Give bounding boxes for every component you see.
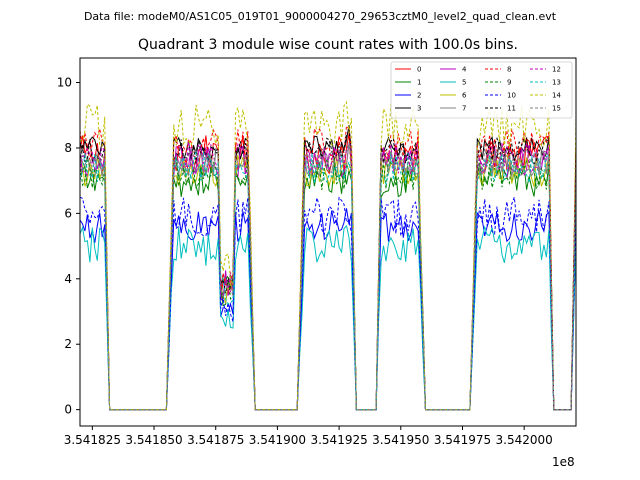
y-tick-label: 0 [64,403,72,417]
series-line-9 [79,157,577,411]
series-layer [79,100,577,411]
legend-label-4: 4 [462,66,467,74]
x-tick-label: 3.541900 [249,433,306,447]
legend-label-1: 1 [417,79,421,87]
legend-label-14: 14 [552,92,561,100]
legend-label-11: 11 [507,105,516,113]
x-axis-ticks: 3.541825 3.541850 3.541875 3.541900 3.541925… [64,426,553,447]
legend-label-8: 8 [507,66,511,74]
x-tick-label: 3.541975 [434,433,491,447]
x-tick-label: 3.541950 [372,433,429,447]
legend-label-0: 0 [417,66,421,74]
y-tick-label: 4 [64,272,72,286]
x-tick-label: 3.541850 [125,433,182,447]
y-tick-label: 8 [64,141,72,155]
series-line-14 [79,100,577,411]
series-line-13 [79,150,577,411]
legend-label-6: 6 [462,92,467,100]
legend-label-10: 10 [507,92,516,100]
y-tick-label: 10 [57,76,72,90]
legend-label-9: 9 [507,79,511,87]
legend-label-7: 7 [462,105,466,113]
y-axis-ticks: 0 2 4 6 8 10 [57,76,80,417]
x-tick-label: 3.541925 [310,433,367,447]
legend-label-15: 15 [552,105,561,113]
x-tick-label: 3.542000 [496,433,553,447]
chart-title: Quadrant 3 module wise count rates with … [138,37,518,53]
plot-area: 3.541825 3.541850 3.541875 3.541900 3.541925… [57,57,577,469]
legend-label-13: 13 [552,79,561,87]
legend-label-12: 12 [552,66,561,74]
y-tick-label: 6 [64,206,72,220]
legend-label-3: 3 [417,105,421,113]
y-tick-label: 2 [64,337,72,351]
x-tick-label: 3.541825 [64,433,121,447]
legend-label-5: 5 [462,79,466,87]
figure-suptitle: Data file: modeM0/AS1C05_019T01_90000042… [84,10,557,23]
x-axis-offset-label: 1e8 [552,455,575,469]
axes-frame [79,57,577,427]
legend-label-2: 2 [417,92,421,100]
legend-frame [390,61,573,119]
x-tick-label: 3.541875 [187,433,244,447]
